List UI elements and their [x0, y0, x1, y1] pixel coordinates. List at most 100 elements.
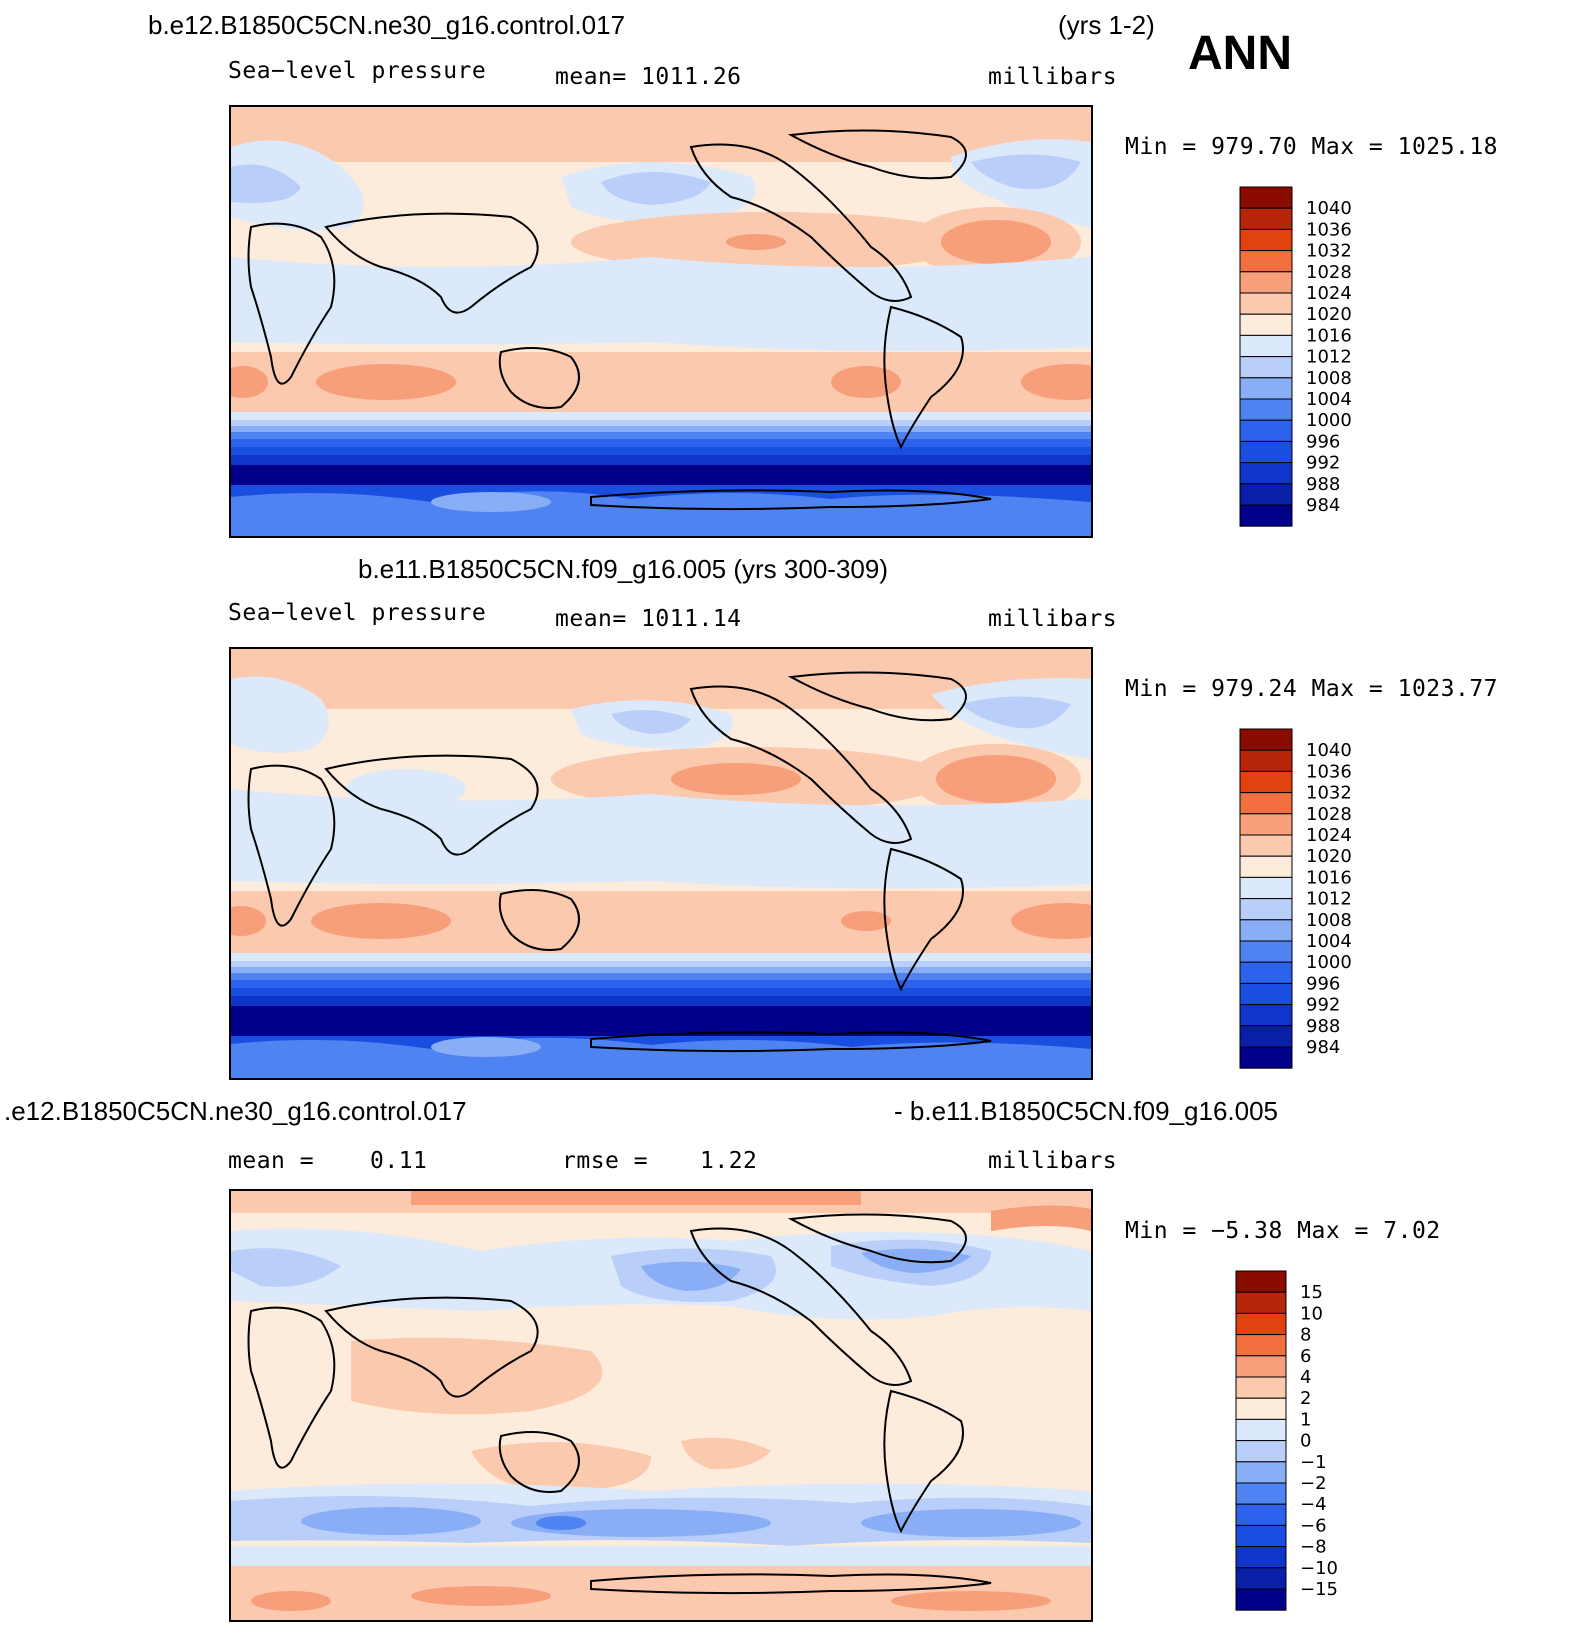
- colorbar-box: [1235, 1397, 1287, 1420]
- contour-band: [231, 491, 1091, 536]
- contour-band: [351, 1337, 603, 1415]
- panel1-minmax: Min = 979.70 Max = 1025.18: [1125, 134, 1499, 160]
- colorbar-box: [1235, 1546, 1287, 1569]
- panel3-map: [229, 1189, 1093, 1622]
- colorbar-label: 1012: [1306, 889, 1352, 910]
- colorbar-box: [1235, 1440, 1287, 1463]
- colorbar-label: 984: [1306, 495, 1340, 516]
- colorbar-label: 1012: [1306, 347, 1352, 368]
- colorbar-label: 996: [1306, 973, 1340, 994]
- colorbar-label: 992: [1306, 453, 1340, 474]
- colorbar-box: [1239, 186, 1293, 209]
- contour-band: [431, 492, 551, 512]
- contour-band: [671, 763, 801, 795]
- contour-band: [231, 439, 1091, 447]
- colorbar-box: [1235, 1482, 1287, 1505]
- colorbar-box: [1239, 207, 1293, 230]
- colorbar-label: 988: [1306, 1016, 1340, 1037]
- colorbar-label: 992: [1306, 995, 1340, 1016]
- case-title: b.e12.B1850C5CN.ne30_g16.control.017: [148, 10, 626, 40]
- contour-band: [961, 696, 1071, 729]
- colorbar-box: [1239, 982, 1293, 1006]
- colorbar-label: 1032: [1306, 241, 1352, 262]
- contour-band: [861, 1509, 1081, 1537]
- colorbar-label: 1020: [1306, 846, 1352, 867]
- colorbar-label: 1000: [1306, 952, 1352, 973]
- colorbar-box: [1239, 462, 1293, 485]
- colorbar-box: [1235, 1418, 1287, 1442]
- contour-band: [231, 1248, 341, 1287]
- colorbar-label: −6: [1300, 1515, 1327, 1536]
- contour-band: [231, 906, 266, 936]
- colorbar-box: [1239, 313, 1293, 336]
- colorbar-box: [1239, 483, 1293, 506]
- contour-band: [231, 973, 1091, 980]
- colorbar-label: 1032: [1306, 783, 1352, 804]
- colorbar-label: −8: [1300, 1537, 1327, 1558]
- colorbar-label: 1036: [1306, 219, 1352, 240]
- contour-band: [231, 980, 1091, 988]
- contour-band: [231, 432, 1091, 439]
- contour-band: [231, 107, 1091, 162]
- panel2-units: millibars: [988, 606, 1118, 632]
- colorbar-label: 1036: [1306, 761, 1352, 782]
- colorbar-label: 1040: [1306, 198, 1352, 219]
- colorbar-label: 4: [1300, 1367, 1311, 1388]
- panel3-rmse-value: 1.22: [700, 1148, 758, 1174]
- coastlines: [247, 129, 992, 511]
- contour-band: [231, 953, 1091, 961]
- contour-band: [941, 220, 1051, 264]
- contour-band: [971, 154, 1081, 190]
- colorbar-box: [1235, 1312, 1287, 1336]
- panel1-map: [229, 105, 1093, 538]
- colorbar-box: [1235, 1524, 1287, 1548]
- colorbar-box: [1239, 271, 1293, 294]
- colorbar-box: [1239, 898, 1293, 921]
- colorbar-box: [1239, 1025, 1293, 1048]
- panel2-colorbar: 1040 1036 1032 1028 1024 1020 1016 1012 1008 1004…: [1239, 728, 1390, 1074]
- colorbar-label: 1024: [1306, 283, 1352, 304]
- panel3-mean-value: 0.11: [370, 1148, 428, 1174]
- colorbar-box: [1235, 1376, 1287, 1399]
- contour-band: [311, 903, 451, 939]
- panel1-colorbar-svg: 1040103610321028102410201016101210081004…: [1239, 186, 1352, 527]
- colorbar-label: 1000: [1306, 410, 1352, 431]
- colorbar-box: [1239, 398, 1293, 421]
- panel1-map-svg: [231, 107, 1091, 536]
- colorbar-box: [1239, 1046, 1293, 1069]
- panel1-colorbar: 1040 1036 1032 1028 1024 1020 1016 1012 1008 1004…: [1239, 186, 1390, 532]
- contour-band: [611, 710, 691, 734]
- contour-band: [231, 1006, 1091, 1036]
- colorbar-label: 1004: [1306, 389, 1352, 410]
- contour-band: [841, 911, 891, 931]
- contour-band: [231, 420, 1091, 426]
- panel2-variable-label: Sea−level pressure: [228, 600, 487, 626]
- contour-band: [251, 1591, 331, 1611]
- contour-band: [231, 366, 268, 398]
- contour-band: [231, 164, 301, 203]
- panel3-rmse-label: rmse =: [562, 1148, 649, 1174]
- contour-band: [231, 257, 1091, 351]
- colorbar-box: [1239, 961, 1293, 984]
- colorbar-label: 2: [1300, 1388, 1311, 1409]
- colorbar-box: [1239, 228, 1293, 252]
- colorbar-box: [1239, 356, 1293, 379]
- colorbar-label: −2: [1300, 1473, 1327, 1494]
- contour-band: [231, 426, 1091, 432]
- panel2-title: b.e11.B1850C5CN.f09_g16.005 (yrs 300-309…: [358, 554, 888, 584]
- colorbar-box: [1239, 813, 1293, 836]
- contour-band: [231, 455, 1091, 465]
- colorbar-label: 0: [1300, 1431, 1311, 1452]
- colorbar-label: −15: [1300, 1579, 1338, 1600]
- contour-band: [511, 1509, 771, 1537]
- colorbar-box: [1239, 504, 1293, 527]
- colorbar-box: [1239, 728, 1293, 751]
- panel2-map: [229, 647, 1093, 1080]
- contour-band: [831, 366, 901, 398]
- colorbar-label: 1: [1300, 1409, 1311, 1430]
- panel3-mean-label: mean =: [228, 1148, 315, 1174]
- coastlines: [247, 1213, 992, 1595]
- contour-band: [411, 1586, 551, 1606]
- panel3-units: millibars: [988, 1148, 1118, 1174]
